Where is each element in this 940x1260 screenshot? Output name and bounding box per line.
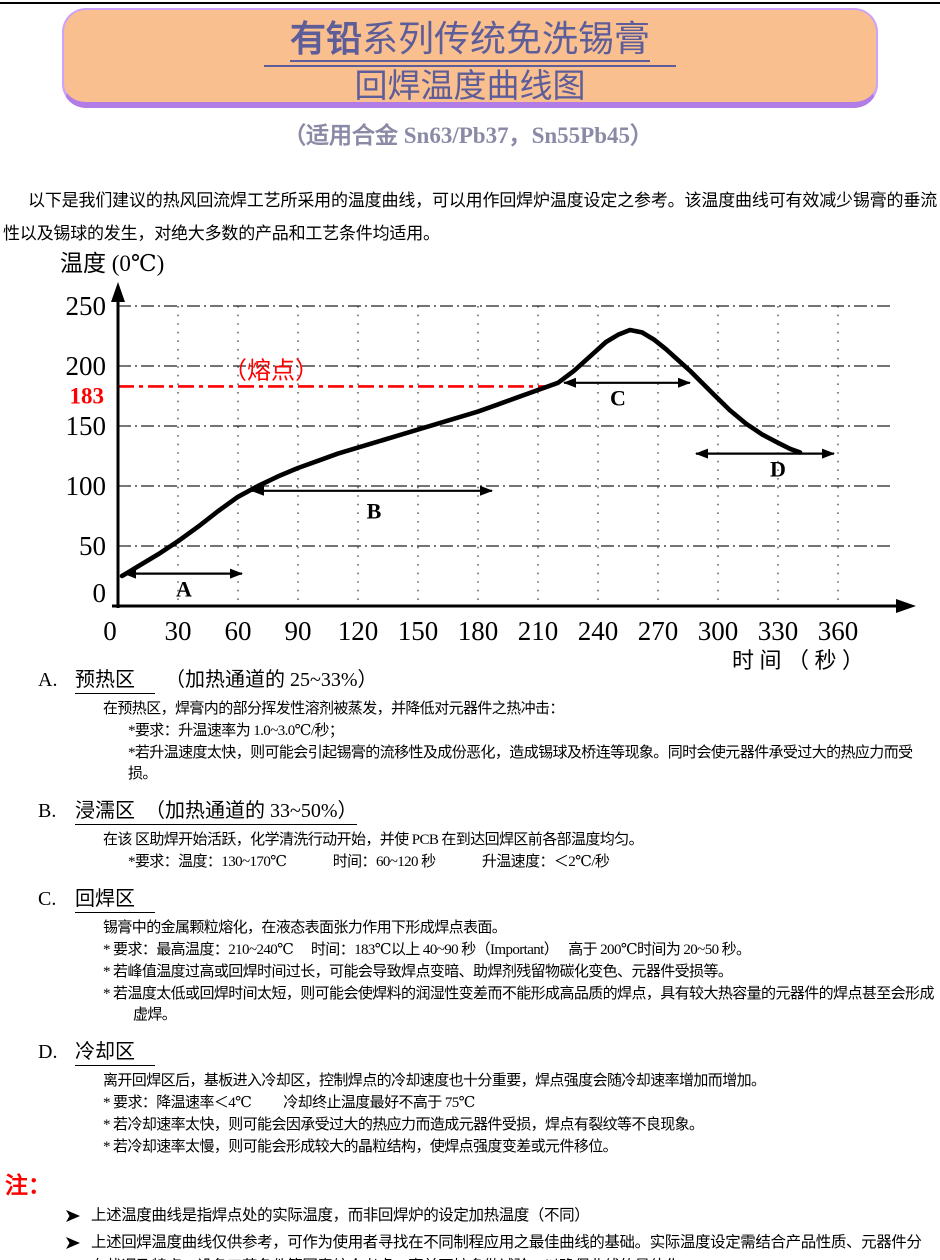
page-title: 有铅系列传统免洗锡膏 bbox=[64, 18, 876, 67]
section-line: * 若冷却速率太快，则可能会因承受过大的热应力而造成元器件受损，焊点有裂纹等不良… bbox=[103, 1117, 704, 1133]
x-tick-label: 270 bbox=[638, 616, 679, 646]
section-heading-B: B. 浸濡区 （加热通道的 33~50%） bbox=[38, 799, 938, 825]
zone-label-C: C bbox=[610, 386, 626, 411]
y-tick-label: 100 bbox=[66, 471, 107, 501]
section-line: 离开回焊区后，基板进入冷却区，控制焊点的冷却速度也十分重要，焊点强度会随冷却速率… bbox=[103, 1073, 766, 1089]
y-tick-label: 150 bbox=[66, 411, 107, 441]
melting-point-label: （熔点） bbox=[223, 357, 319, 384]
arrow-bullet-icon bbox=[65, 1204, 91, 1228]
section-title: 浸濡区 （加热通道的 33~50%） bbox=[75, 800, 358, 825]
section-line: * 若冷却速率太慢，则可能会形成较大的晶粒结构，使焊点强度变差或元件移位。 bbox=[103, 1139, 618, 1155]
page-top-border bbox=[0, 2, 940, 4]
x-tick-label: 60 bbox=[225, 616, 252, 646]
zone-label-B: B bbox=[367, 498, 382, 523]
x-axis-title: 时 间 （ 秒 ） bbox=[732, 648, 864, 672]
zone-label-A: A bbox=[176, 576, 192, 601]
melting-point-value: 183 bbox=[70, 383, 105, 408]
title-underline: 有铅系列传统免洗锡膏 bbox=[263, 18, 677, 67]
y-tick-label: 50 bbox=[79, 531, 106, 561]
title-bold-part: 有铅 bbox=[289, 19, 362, 59]
section-id: D. bbox=[38, 1041, 58, 1063]
temperature-curve bbox=[119, 327, 803, 579]
note-item: 上述回焊温度曲线仅供参考，可作为使用者寻找在不同制程应用之最佳曲线的基础。实际温… bbox=[65, 1231, 936, 1260]
section-title-suffix: （加热通道的 25~33%） bbox=[155, 669, 378, 691]
y-tick-label: 250 bbox=[66, 291, 107, 321]
x-tick-label: 150 bbox=[398, 616, 439, 646]
x-tick-label: 360 bbox=[818, 616, 859, 646]
y-axis-title: 温度 (0℃) bbox=[60, 251, 165, 276]
section-line: 在该 区助焊开始活跃，化学清洗行动开始，并使 PCB 在到达回焊区前各部温度均匀… bbox=[103, 832, 644, 848]
section-heading-D: D. 冷却区 bbox=[38, 1040, 938, 1066]
section-id: A. bbox=[38, 669, 58, 691]
section-line: *要求：升温速率为 1.0~3.0℃/秒； bbox=[128, 723, 344, 739]
section-line: 锡膏中的金属颗粒熔化，在液态表面张力作用下形成焊点表面。 bbox=[103, 920, 507, 936]
y-tick-label: 200 bbox=[66, 351, 107, 381]
note-text: 上述温度曲线是指焊点处的实际温度，而非回焊炉的设定加热温度（不同） bbox=[91, 1207, 590, 1224]
notes-block: 注： 上述温度曲线是指焊点处的实际温度，而非回焊炉的设定加热温度（不同） 上述回焊… bbox=[0, 1166, 938, 1260]
x-tick-label: 300 bbox=[698, 616, 739, 646]
x-tick-label: 330 bbox=[758, 616, 799, 646]
x-axis-arrow-icon bbox=[896, 599, 916, 613]
section-id: C. bbox=[38, 888, 57, 910]
section-line: * 要求：最高温度：210~240℃ 时间：183℃以上 40~90 秒（Imp… bbox=[103, 942, 751, 958]
reflow-temperature-chart: （熔点） 183 0 50 100 150 200 250 0 30 60 90 120 150 180 21… bbox=[66, 282, 916, 672]
x-tick-label: 0 bbox=[103, 616, 117, 646]
x-tick-label: 90 bbox=[285, 616, 312, 646]
x-tick-label: 240 bbox=[578, 616, 619, 646]
notes-list: 上述温度曲线是指焊点处的实际温度，而非回焊炉的设定加热温度（不同） 上述回焊温度曲… bbox=[0, 1204, 938, 1260]
y-tick-label: 0 bbox=[93, 578, 107, 608]
x-tick-label: 180 bbox=[458, 616, 499, 646]
title-rest-part: 系列传统免洗锡膏 bbox=[362, 19, 651, 59]
section-line: *要求：温度：130~170℃ 时间：60~120 秒 升温速度：＜2℃/秒 bbox=[128, 854, 610, 870]
alloy-subtitle: （适用合金 Sn63/Pb37，Sn55Pb45） bbox=[283, 123, 653, 148]
y-axis-arrow-icon bbox=[111, 282, 125, 302]
section-title: 冷却区 bbox=[75, 1041, 155, 1066]
notes-title: 注： bbox=[5, 1173, 51, 1198]
note-text: 上述回焊温度曲线仅供参考，可作为使用者寻找在不同制程应用之最佳曲线的基础。实际温… bbox=[91, 1234, 922, 1260]
header-box: 有铅系列传统免洗锡膏 回焊温度曲线图 bbox=[62, 8, 878, 108]
section-title: 预热区 bbox=[75, 669, 155, 694]
zone-label-D: D bbox=[770, 456, 786, 481]
page-title-line2: 回焊温度曲线图 bbox=[354, 69, 586, 105]
section-id: B. bbox=[38, 800, 57, 822]
section-line: *若升温速度太快，则可能会引起锡膏的流移性及成份恶化，造成锡球及桥连等现象。同时… bbox=[128, 745, 913, 782]
section-heading-C: C. 回焊区 bbox=[38, 887, 938, 913]
zone-sections: A. 预热区 （加热通道的 25~33%） 在预热区，焊膏内的部分挥发性溶剂被蒸发，… bbox=[0, 668, 938, 1158]
section-line: * 要求：降温速率＜4℃ 冷却终止温度最好不高于 75℃ bbox=[103, 1095, 475, 1111]
x-tick-label: 120 bbox=[338, 616, 379, 646]
x-tick-label: 210 bbox=[518, 616, 559, 646]
section-line: 在预热区，焊膏内的部分挥发性溶剂被蒸发，并降低对元器件之热冲击： bbox=[103, 701, 564, 717]
section-heading-A: A. 预热区 （加热通道的 25~33%） bbox=[38, 668, 938, 694]
intro-paragraph: 以下是我们建议的热风回流焊工艺所采用的温度曲线，可以用作回焊炉温度设定之参考。该… bbox=[3, 191, 937, 243]
sections-and-notes: A. 预热区 （加热通道的 25~33%） 在预热区，焊膏内的部分挥发性溶剂被蒸发，… bbox=[0, 668, 938, 1260]
section-line: * 若峰值温度过高或回焊时间过长，可能会导致焊点变暗、助焊剂残留物碳化变色、元器… bbox=[103, 964, 733, 980]
note-item: 上述温度曲线是指焊点处的实际温度，而非回焊炉的设定加热温度（不同） bbox=[65, 1204, 936, 1228]
section-line: * 若温度太低或回焊时间太短，则可能会使焊料的润湿性变差而不能形成高品质的焊点，… bbox=[103, 986, 934, 1023]
section-title: 回焊区 bbox=[75, 888, 155, 913]
arrow-bullet-icon bbox=[65, 1231, 91, 1260]
x-tick-label: 30 bbox=[165, 616, 192, 646]
